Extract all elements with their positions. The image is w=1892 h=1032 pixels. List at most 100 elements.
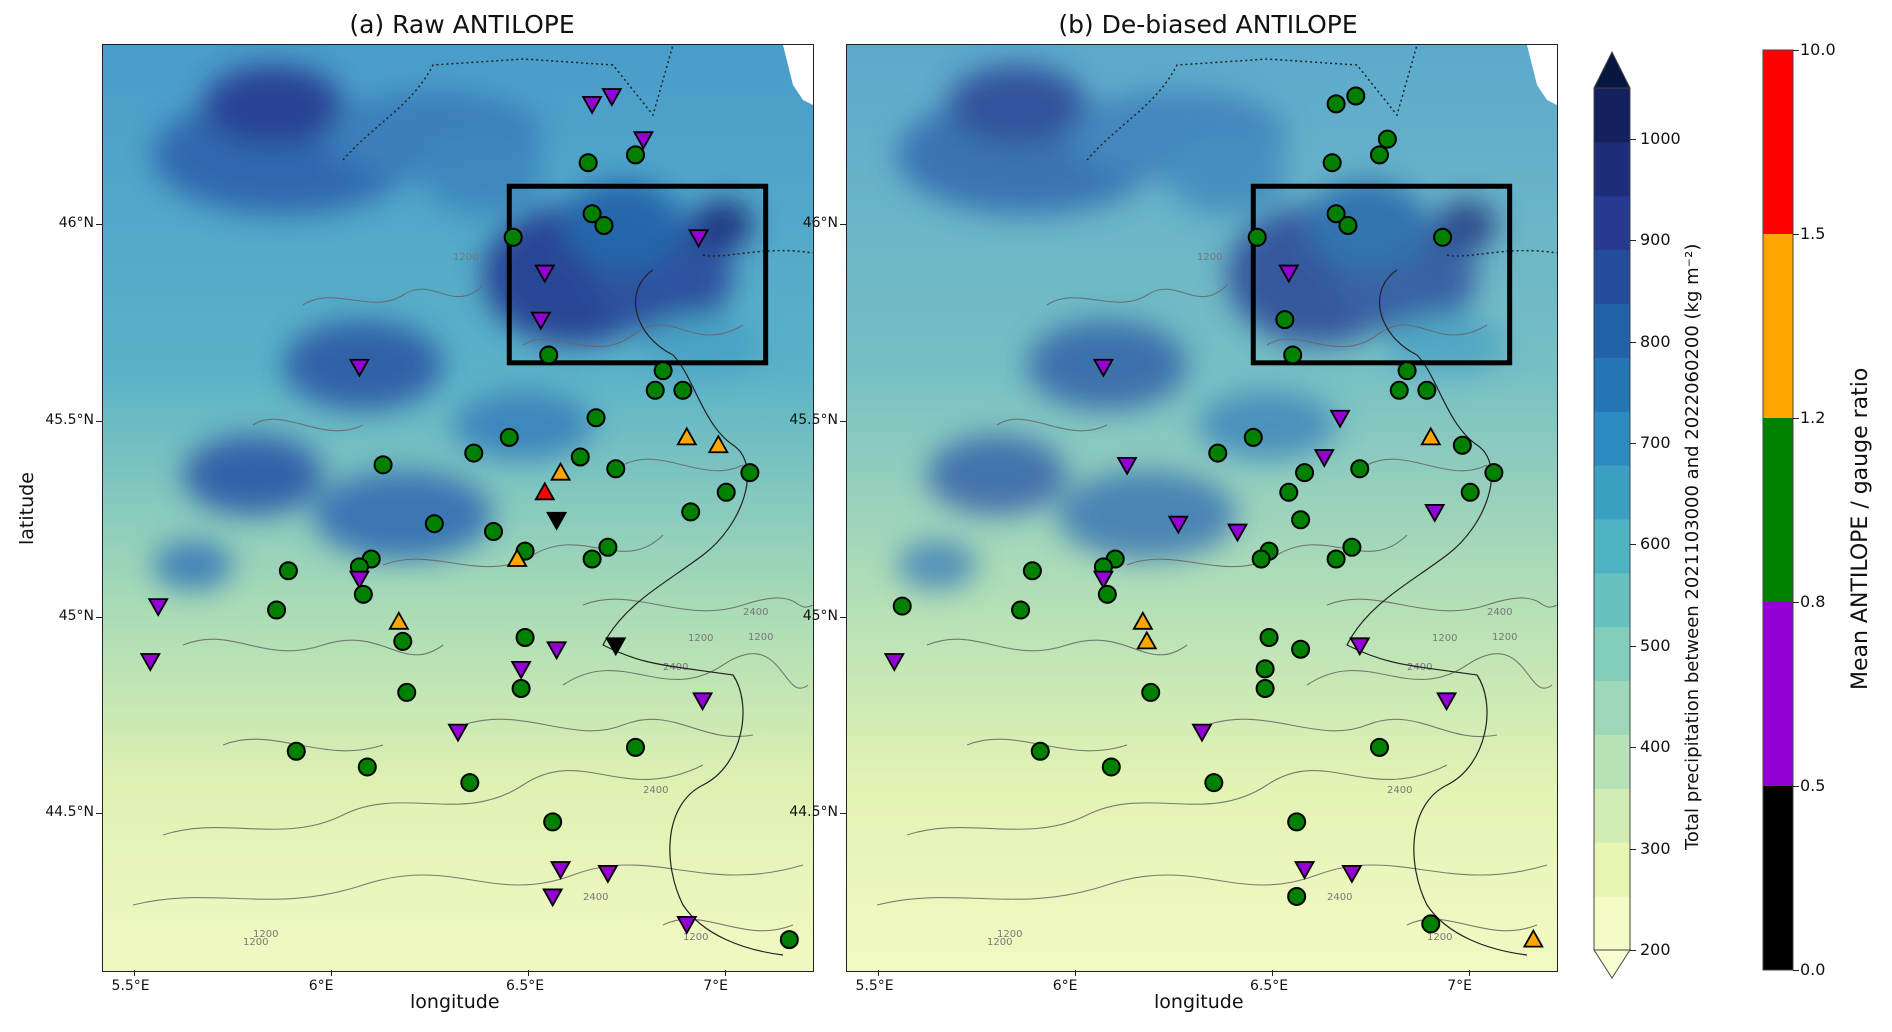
station-triangle-up[interactable]	[550, 461, 572, 481]
station-circle[interactable]	[594, 215, 614, 235]
station-circle[interactable]	[278, 561, 298, 581]
station-circle[interactable]	[1141, 682, 1161, 702]
station-triangle-down[interactable]	[581, 95, 603, 115]
station-triangle-down[interactable]	[1424, 504, 1446, 523]
station-triangle-down[interactable]	[632, 131, 654, 151]
station-circle[interactable]	[1275, 310, 1295, 330]
station-triangle-up[interactable]	[388, 610, 410, 630]
station-circle[interactable]	[1433, 227, 1453, 247]
station-triangle-down[interactable]	[147, 598, 169, 617]
station-circle[interactable]	[681, 502, 701, 522]
station-circle[interactable]	[1247, 227, 1267, 247]
station-circle[interactable]	[1389, 380, 1409, 400]
station-circle[interactable]	[570, 447, 590, 467]
station-circle[interactable]	[1370, 737, 1389, 757]
station-circle[interactable]	[1243, 427, 1263, 447]
station-circle[interactable]	[503, 227, 523, 247]
station-circle[interactable]	[1484, 463, 1504, 483]
station-circle[interactable]	[716, 482, 736, 502]
station-triangle-down[interactable]	[1329, 409, 1351, 429]
station-circle[interactable]	[582, 549, 602, 569]
station-triangle-down[interactable]	[348, 358, 370, 378]
station-circle[interactable]	[1011, 600, 1031, 620]
station-triangle-down[interactable]	[447, 723, 469, 743]
station-circle[interactable]	[1346, 86, 1366, 106]
station-triangle-down[interactable]	[534, 264, 556, 284]
station-circle[interactable]	[1287, 886, 1307, 906]
station-circle[interactable]	[511, 678, 531, 698]
station-circle[interactable]	[626, 145, 645, 165]
station-circle[interactable]	[1417, 380, 1437, 400]
station-triangle-down[interactable]	[1278, 264, 1300, 284]
map-panel-debiased[interactable]: 1200 2400 1200 2400 1200 2400 1200 2400 1200 1200	[846, 44, 1558, 972]
station-circle[interactable]	[1326, 549, 1346, 569]
station-triangle-down[interactable]	[1341, 865, 1363, 884]
station-triangle-up[interactable]	[1136, 630, 1158, 650]
station-circle[interactable]	[424, 514, 444, 534]
station-triangle-up[interactable]	[1522, 928, 1544, 948]
station-circle[interactable]	[1022, 561, 1042, 581]
station-circle[interactable]	[353, 584, 373, 604]
station-triangle-up[interactable]	[1132, 610, 1154, 630]
station-triangle-down[interactable]	[1092, 570, 1114, 590]
station-triangle-up[interactable]	[534, 481, 556, 501]
station-circle[interactable]	[393, 631, 413, 651]
station-circle[interactable]	[606, 459, 626, 479]
station-triangle-down[interactable]	[605, 637, 627, 657]
station-triangle-down[interactable]	[883, 653, 905, 672]
station-circle[interactable]	[1342, 537, 1362, 557]
station-circle[interactable]	[539, 345, 559, 365]
station-circle[interactable]	[1370, 145, 1389, 165]
station-circle[interactable]	[1326, 94, 1346, 114]
station-circle[interactable]	[1259, 627, 1279, 647]
station-triangle-down[interactable]	[510, 660, 532, 680]
station-circle[interactable]	[286, 741, 306, 761]
station-triangle-down[interactable]	[1349, 637, 1371, 657]
station-circle[interactable]	[1377, 129, 1397, 149]
station-circle[interactable]	[1326, 204, 1346, 224]
station-triangle-down[interactable]	[1294, 861, 1316, 880]
station-circle[interactable]	[373, 455, 393, 475]
station-triangle-down[interactable]	[546, 641, 568, 661]
station-circle[interactable]	[779, 930, 799, 950]
station-triangle-down[interactable]	[1226, 523, 1249, 543]
station-circle[interactable]	[484, 522, 503, 542]
station-triangle-up[interactable]	[707, 434, 729, 454]
station-triangle-down[interactable]	[530, 311, 552, 331]
station-triangle-up[interactable]	[1420, 426, 1442, 446]
station-circle[interactable]	[645, 380, 665, 400]
station-circle[interactable]	[586, 408, 606, 428]
station-triangle-down[interactable]	[1191, 723, 1213, 743]
station-circle[interactable]	[499, 427, 519, 447]
station-triangle-down[interactable]	[688, 229, 710, 249]
station-circle[interactable]	[1283, 345, 1303, 365]
station-circle[interactable]	[1204, 773, 1224, 793]
station-circle[interactable]	[740, 463, 760, 483]
station-circle[interactable]	[1101, 757, 1121, 777]
station-circle[interactable]	[1291, 510, 1311, 530]
station-circle[interactable]	[267, 600, 287, 620]
station-circle[interactable]	[1397, 361, 1417, 381]
station-triangle-down[interactable]	[1116, 456, 1138, 476]
station-circle[interactable]	[464, 443, 484, 463]
station-triangle-down[interactable]	[550, 861, 572, 880]
station-triangle-down[interactable]	[1436, 692, 1458, 712]
station-circle[interactable]	[1208, 443, 1228, 463]
station-circle[interactable]	[673, 380, 693, 400]
station-circle[interactable]	[578, 153, 598, 173]
station-triangle-down[interactable]	[542, 888, 564, 908]
station-circle[interactable]	[1255, 678, 1275, 698]
station-circle[interactable]	[1350, 459, 1370, 479]
station-circle[interactable]	[1322, 153, 1342, 173]
station-circle[interactable]	[1279, 482, 1299, 502]
station-circle[interactable]	[397, 682, 417, 702]
station-triangle-up[interactable]	[676, 426, 698, 446]
station-circle[interactable]	[1030, 741, 1050, 761]
station-triangle-down[interactable]	[1167, 515, 1189, 535]
station-circle[interactable]	[1295, 463, 1315, 483]
station-circle[interactable]	[626, 737, 645, 757]
map-panel-raw[interactable]: 1200 2400 1200 2400 1200 2400 1200 2400 1200 1200	[102, 44, 814, 972]
station-circle[interactable]	[582, 204, 602, 224]
station-triangle-down[interactable]	[676, 916, 698, 935]
station-triangle-down[interactable]	[139, 653, 161, 672]
